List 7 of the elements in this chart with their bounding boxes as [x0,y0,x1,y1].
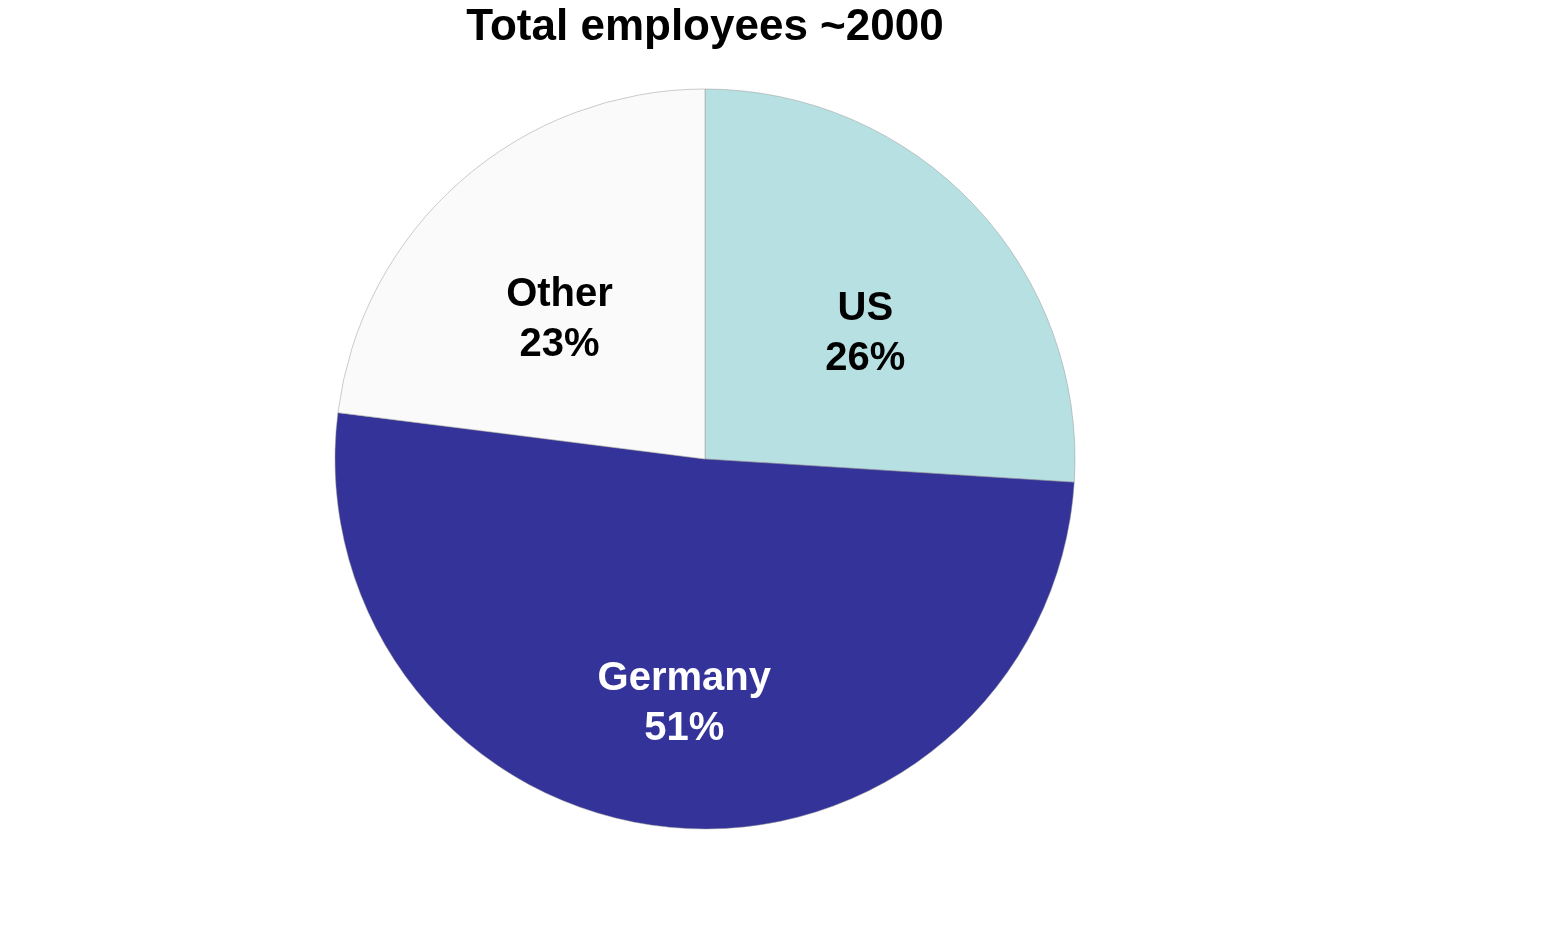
data-label: 51% [644,704,725,749]
data-label: 26% [825,334,906,379]
data-label: 23% [519,319,600,364]
slice-label: Other [506,269,613,314]
slice-label: US [837,284,894,329]
chart-title: Total employees ~2000 [466,0,944,49]
slice-label: Germany [597,654,772,699]
